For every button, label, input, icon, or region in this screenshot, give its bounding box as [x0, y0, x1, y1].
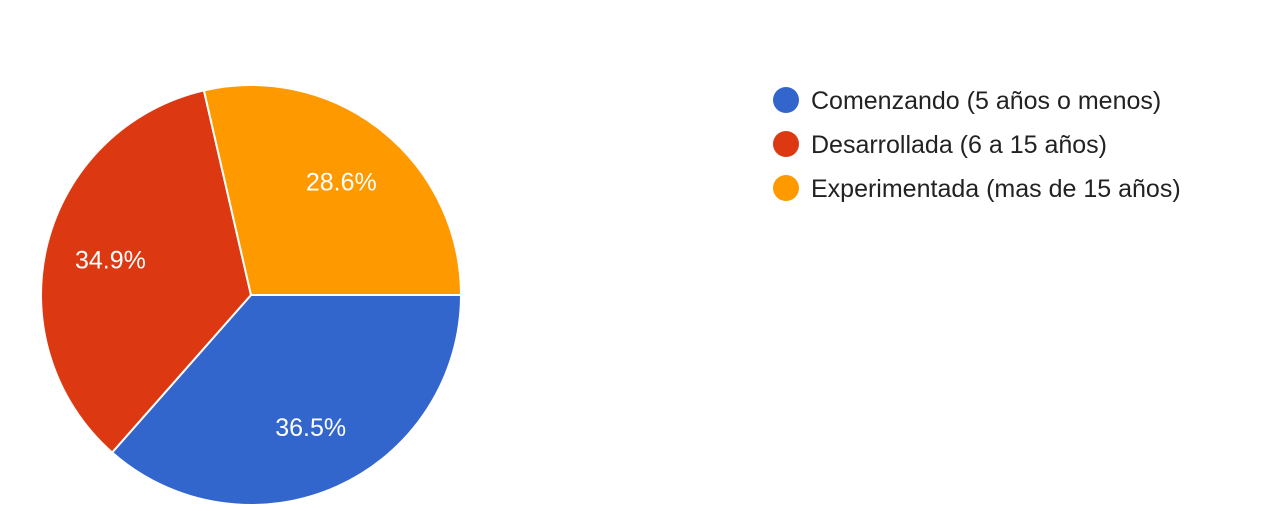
legend-swatch-2 — [773, 175, 799, 201]
pie-slice-label-1: 34.9% — [75, 246, 146, 274]
legend-swatch-0 — [773, 87, 799, 113]
pie-slice-0[interactable] — [110, 294, 463, 506]
pie-slice-labels: 36.5% 34.9% 28.6% — [75, 169, 377, 443]
pie-slice-2[interactable] — [202, 84, 463, 296]
legend-item-0[interactable]: Comenzando (5 años o menos) — [773, 87, 1161, 115]
legend-label-1: Desarrollada (6 a 15 años) — [811, 131, 1107, 159]
legend-swatch-1 — [773, 131, 799, 157]
legend-item-2[interactable]: Experimentada (mas de 15 años) — [773, 175, 1181, 203]
legend: Comenzando (5 años o menos) Desarrollada … — [773, 87, 1181, 203]
legend-item-1[interactable]: Desarrollada (6 a 15 años) — [773, 131, 1107, 159]
pie-slices — [40, 84, 463, 506]
pie-slice-1[interactable] — [40, 89, 253, 454]
pie-slice-label-2: 28.6% — [306, 169, 377, 197]
legend-label-0: Comenzando (5 años o menos) — [811, 87, 1161, 115]
legend-label-2: Experimentada (mas de 15 años) — [811, 175, 1181, 203]
pie-slice-label-0: 36.5% — [275, 414, 346, 442]
